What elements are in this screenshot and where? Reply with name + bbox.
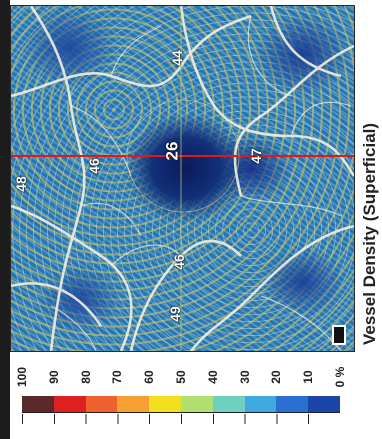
- vessel-network: [11, 6, 354, 351]
- scale-tick-label: 50: [174, 370, 188, 384]
- outer-left-value: 48: [12, 176, 29, 192]
- left-sector-value: 46: [85, 158, 102, 174]
- scale-tick-label: 30: [237, 370, 252, 384]
- scale-color-segment: [117, 396, 150, 412]
- scale-color-segment: [276, 396, 309, 412]
- scale-tick-label: 90: [46, 370, 61, 384]
- scale-tick-label: 20: [269, 370, 284, 384]
- scale-color-segment: [244, 396, 277, 412]
- right-sector-value: 47: [247, 148, 264, 164]
- scale-tick-label: 80: [78, 370, 93, 384]
- top-sector-value: 44: [168, 50, 185, 66]
- color-scale: 100 90 80 70 60 50 40 30 20 10 0 %: [15, 362, 347, 430]
- scale-tick-label: 0 %: [333, 366, 347, 388]
- legend-box-icon: [332, 325, 346, 345]
- bottom-sector-value: 46: [170, 254, 187, 270]
- left-frame-border: [0, 0, 10, 439]
- scale-color-segment: [180, 396, 213, 412]
- scale-color-segment: [308, 396, 340, 412]
- scale-color-segment: [85, 396, 118, 412]
- outer-bottom-value: 49: [166, 306, 183, 322]
- scale-tick-label: 70: [110, 370, 125, 384]
- scale-tick-label: 60: [142, 370, 157, 384]
- inner-ring: [126, 99, 240, 213]
- octa-vessel-density-map: 26 44 46 47 46 48 49: [10, 5, 355, 352]
- scale-color-segment: [149, 396, 181, 412]
- scale-tick-label: 10: [301, 370, 316, 384]
- scale-color-segment: [212, 396, 245, 412]
- scale-color-segment: [53, 396, 86, 412]
- side-title: Vessel Density (Superficial): [360, 122, 379, 345]
- scale-minor-ticks: [22, 414, 340, 424]
- scale-color-segment: [22, 396, 54, 412]
- scale-tick-label: 100: [15, 366, 29, 388]
- center-value: 26: [162, 141, 182, 161]
- scale-bar: [22, 396, 340, 413]
- scale-tick-label: 40: [205, 370, 220, 384]
